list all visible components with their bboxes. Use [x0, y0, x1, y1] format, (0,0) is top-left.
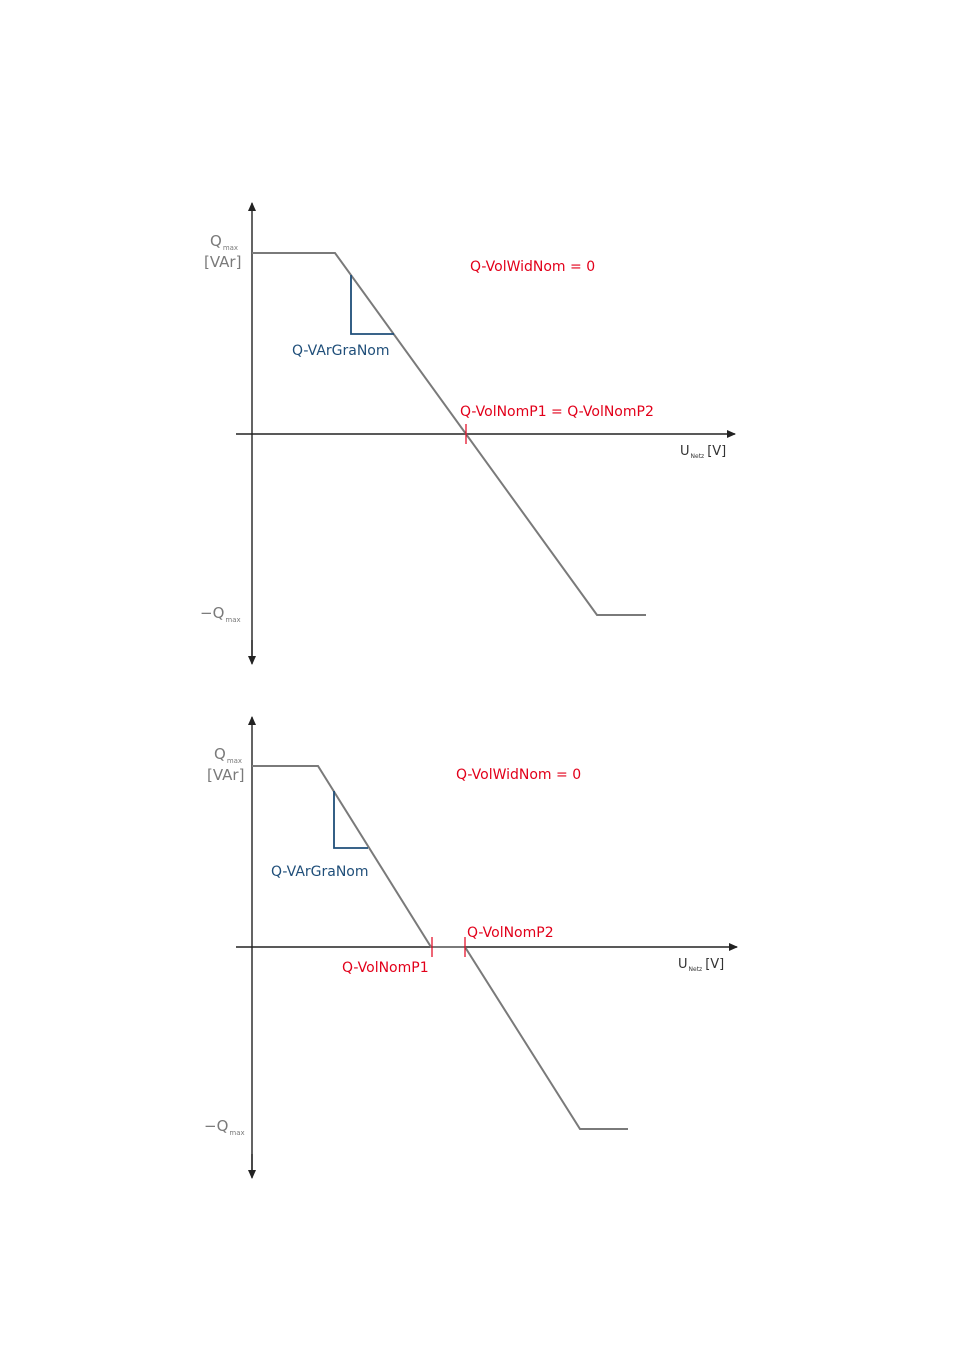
q-max-label: Qmax [210, 232, 238, 252]
gradient-triangle [333, 791, 368, 849]
gradient-label: Q-VArGraNom [271, 864, 369, 880]
nom-p2-label: Q-VolNomP2 [467, 925, 554, 941]
neg-q-max-label: −Qmax [204, 1117, 245, 1137]
diagram-top: Qmax [VAr] −Qmax UNetz [V] Q-VolWidNom = … [200, 202, 736, 665]
gradient-label: Q-VArGraNom [292, 343, 390, 359]
vol-wid-label: Q-VolWidNom = 0 [470, 259, 595, 275]
unit-label: [VAr] [204, 253, 241, 271]
gradient-triangle [350, 275, 394, 335]
neg-q-max-label: −Qmax [200, 604, 241, 624]
unit-label: [VAr] [207, 766, 244, 784]
nom-p1-label: Q-VolNomP1 [342, 960, 429, 976]
diagram-bottom: Qmax [VAr] −Qmax UNetz [V] Q-VolWidNom = … [204, 716, 738, 1179]
x-axis-label: UNetz [V] [680, 444, 726, 460]
q-max-label: Qmax [214, 745, 242, 765]
vol-wid-label: Q-VolWidNom = 0 [456, 767, 581, 783]
x-axis-label: UNetz [V] [678, 957, 724, 973]
q-u-characteristic-curve [252, 765, 628, 1130]
nom-point-label: Q-VolNomP1 = Q-VolNomP2 [460, 404, 654, 420]
